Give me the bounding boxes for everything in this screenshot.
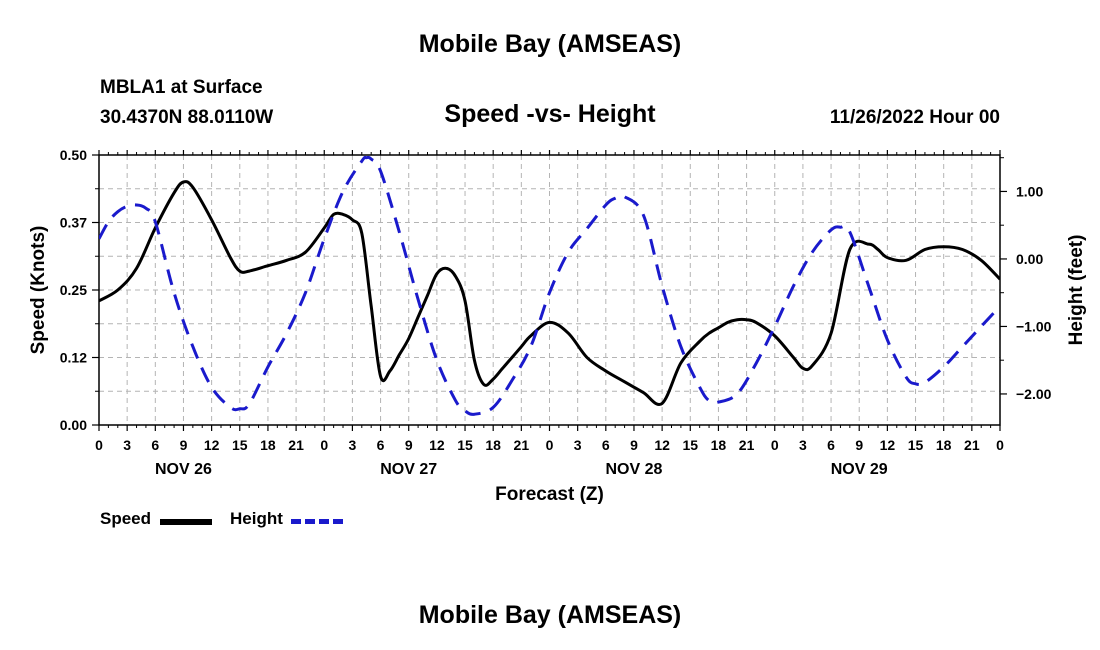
x-day-label: NOV 29	[831, 461, 888, 478]
y2-tick-label: −1.00	[1016, 318, 1052, 334]
x-tick-label: 15	[682, 437, 698, 453]
x-tick-label: 6	[151, 437, 159, 453]
x-tick-label: 0	[996, 437, 1004, 453]
x-tick-label: 0	[320, 437, 328, 453]
x-day-label: NOV 26	[155, 461, 212, 478]
x-tick-label: 6	[602, 437, 610, 453]
x-tick-label: 15	[457, 437, 473, 453]
x-tick-label: 3	[349, 437, 357, 453]
x-tick-label: 6	[377, 437, 385, 453]
x-tick-label: 21	[288, 437, 304, 453]
x-tick-label: 9	[405, 437, 413, 453]
x-tick-label: 12	[880, 437, 896, 453]
y2-axis-title: Height (feet)	[1066, 235, 1087, 346]
forecast-datetime: 11/26/2022 Hour 00	[829, 107, 1000, 128]
x-day-label: NOV 28	[606, 461, 663, 478]
x-tick-label: 12	[204, 437, 220, 453]
x-tick-label: 9	[855, 437, 863, 453]
x-tick-label: 3	[123, 437, 131, 453]
x-tick-label: 12	[654, 437, 670, 453]
chart-footer-title: Mobile Bay (AMSEAS)	[418, 601, 682, 629]
legend-speed-label: Speed	[100, 509, 152, 528]
chart-subtitle: Speed -vs- Height	[444, 100, 656, 128]
y-tick-label: 0.12	[60, 350, 87, 366]
y2-tick-label: −2.00	[1016, 386, 1052, 402]
x-tick-label: 12	[429, 437, 445, 453]
x-tick-label: 21	[964, 437, 980, 453]
x-tick-label: 6	[827, 437, 835, 453]
y-tick-label: 0.37	[60, 215, 87, 231]
station-label: MBLA1 at Surface	[100, 77, 263, 98]
x-tick-label: 3	[574, 437, 582, 453]
legend-height-swatch	[291, 519, 343, 524]
x-tick-label: 21	[739, 437, 755, 453]
x-axis-title: Forecast (Z)	[495, 484, 604, 505]
x-tick-label: 0	[771, 437, 779, 453]
x-tick-label: 9	[630, 437, 638, 453]
x-tick-label: 15	[232, 437, 248, 453]
chart-main-title: Mobile Bay (AMSEAS)	[418, 30, 682, 58]
y-tick-label: 0.50	[60, 147, 87, 163]
legend-height-label: Height	[230, 509, 283, 528]
y-tick-label: 0.25	[60, 282, 87, 298]
x-tick-label: 18	[711, 437, 727, 453]
y2-tick-label: 0.00	[1016, 251, 1043, 267]
legend-speed-swatch	[160, 519, 212, 525]
x-tick-label: 18	[936, 437, 952, 453]
x-tick-label: 18	[485, 437, 501, 453]
speed-series-line	[99, 180, 1000, 406]
height-series-line	[99, 155, 1000, 416]
y-axis-title: Speed (Knots)	[28, 226, 49, 355]
x-day-label: NOV 27	[380, 461, 437, 478]
x-tick-label: 0	[95, 437, 103, 453]
x-tick-label: 21	[514, 437, 530, 453]
coordinates-label: 30.4370N 88.0110W	[100, 107, 274, 128]
x-tick-label: 0	[546, 437, 554, 453]
x-tick-label: 9	[180, 437, 188, 453]
y-tick-label: 0.00	[60, 417, 87, 433]
x-tick-label: 3	[799, 437, 807, 453]
x-tick-label: 15	[908, 437, 924, 453]
y2-tick-label: 1.00	[1016, 183, 1043, 199]
x-tick-label: 18	[260, 437, 276, 453]
